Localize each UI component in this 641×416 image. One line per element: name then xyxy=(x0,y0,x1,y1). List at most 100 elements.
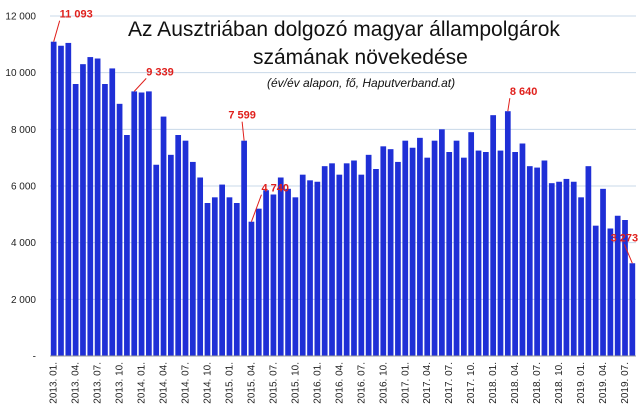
bar xyxy=(424,157,431,356)
bar xyxy=(622,220,628,356)
x-tick-label: 2013. 01. xyxy=(49,362,60,404)
y-axis-ticks: - 2 000 4 000 6 000 8 000 10 000 12 000 xyxy=(5,12,36,363)
bar xyxy=(263,190,269,356)
x-tick-label: 2014. 07. xyxy=(181,362,192,404)
bar xyxy=(329,163,335,356)
chart-title-line2: számának növekedése xyxy=(253,46,468,69)
x-tick-label: 2018. 04. xyxy=(510,362,521,404)
x-tick-label: 2015. 04. xyxy=(246,362,257,404)
callout-label: 3 273 xyxy=(611,232,639,244)
bar xyxy=(58,45,64,356)
bar xyxy=(321,166,328,356)
bar xyxy=(255,208,262,356)
bar xyxy=(80,64,86,357)
chart-title-line1: Az Ausztriában dolgozó magyar állampolgá… xyxy=(128,18,560,41)
bar xyxy=(387,149,394,356)
bar xyxy=(270,194,277,356)
bar xyxy=(124,135,130,356)
x-tick-label: 2016. 07. xyxy=(356,362,367,404)
bar xyxy=(116,103,123,356)
y-tick-label: 4 000 xyxy=(11,238,36,249)
bar xyxy=(241,140,247,356)
bar xyxy=(402,140,409,356)
bar xyxy=(131,91,138,356)
bar xyxy=(307,180,313,356)
bar xyxy=(285,188,291,356)
x-tick-label: 2018. 01. xyxy=(488,362,499,404)
bar xyxy=(453,140,460,356)
callout-label: 9 339 xyxy=(146,66,174,78)
bar xyxy=(219,184,225,356)
x-tick-label: 2013. 07. xyxy=(93,362,104,404)
bar xyxy=(563,178,570,356)
bar xyxy=(146,91,152,356)
bar xyxy=(373,169,379,356)
y-tick-label: 8 000 xyxy=(11,125,36,136)
x-tick-label: 2017. 10. xyxy=(466,362,477,404)
bar xyxy=(168,154,174,356)
bar xyxy=(233,203,240,356)
bar xyxy=(94,58,101,356)
bar xyxy=(504,111,511,356)
bar xyxy=(226,197,233,356)
bar xyxy=(189,161,196,356)
bar xyxy=(468,132,475,356)
x-tick-label: 2017. 01. xyxy=(400,362,411,404)
bar xyxy=(314,181,321,356)
bar xyxy=(102,84,108,356)
callout-leader xyxy=(623,244,633,264)
x-tick-label: 2014. 04. xyxy=(159,362,170,404)
bar xyxy=(446,152,453,356)
y-tick-label: 12 000 xyxy=(5,12,36,23)
bar xyxy=(343,163,350,356)
bar xyxy=(65,42,72,357)
callout-leader xyxy=(53,20,61,42)
bar xyxy=(109,68,116,357)
bar xyxy=(461,157,467,356)
x-tick-label: 2015. 07. xyxy=(268,362,279,404)
bar xyxy=(72,84,79,356)
bar xyxy=(153,164,160,356)
bar xyxy=(380,146,387,356)
bar xyxy=(578,197,584,356)
x-tick-label: 2016. 01. xyxy=(312,362,323,404)
callout-label: 8 640 xyxy=(510,86,538,98)
bar xyxy=(497,150,504,356)
bar xyxy=(248,221,255,356)
bar xyxy=(490,115,497,356)
bar xyxy=(365,154,372,356)
bar xyxy=(475,150,482,356)
x-tick-label: 2014. 10. xyxy=(202,362,213,404)
bar xyxy=(607,228,614,356)
bar xyxy=(211,197,218,356)
x-axis-ticks: 2013. 01. 2013. 04. 2013. 07. 2013. 10. 2014… xyxy=(49,362,631,404)
x-tick-label: 2013. 04. xyxy=(71,362,82,404)
bar xyxy=(526,166,533,356)
chart-subtitle: (év/év alapon, fő, Haputverband.at) xyxy=(267,76,455,90)
bars xyxy=(50,41,636,357)
bar xyxy=(87,57,94,356)
x-tick-label: 2016. 10. xyxy=(378,362,389,404)
bar xyxy=(358,174,365,356)
bar xyxy=(299,174,306,356)
bar xyxy=(197,177,204,356)
callout-leader xyxy=(133,78,147,92)
bar xyxy=(534,167,540,356)
bar xyxy=(175,135,182,356)
bar xyxy=(614,215,621,356)
bar xyxy=(431,140,438,356)
y-tick-label: - xyxy=(33,352,36,363)
bar xyxy=(160,116,167,356)
bar xyxy=(512,152,518,356)
x-tick-label: 2015. 10. xyxy=(290,362,301,404)
x-tick-label: 2019. 01. xyxy=(576,362,587,404)
x-tick-label: 2018. 10. xyxy=(554,362,565,404)
callouts: 11 093 9 339 7 599 4 740 8 640 3 273 xyxy=(53,9,639,264)
x-tick-label: 2019. 07. xyxy=(620,362,631,404)
callout-label: 11 093 xyxy=(60,9,93,21)
x-tick-label: 2015. 01. xyxy=(224,362,235,404)
bar xyxy=(138,92,145,356)
bar xyxy=(482,152,489,356)
callout-leader xyxy=(241,121,245,141)
bar xyxy=(336,174,343,356)
